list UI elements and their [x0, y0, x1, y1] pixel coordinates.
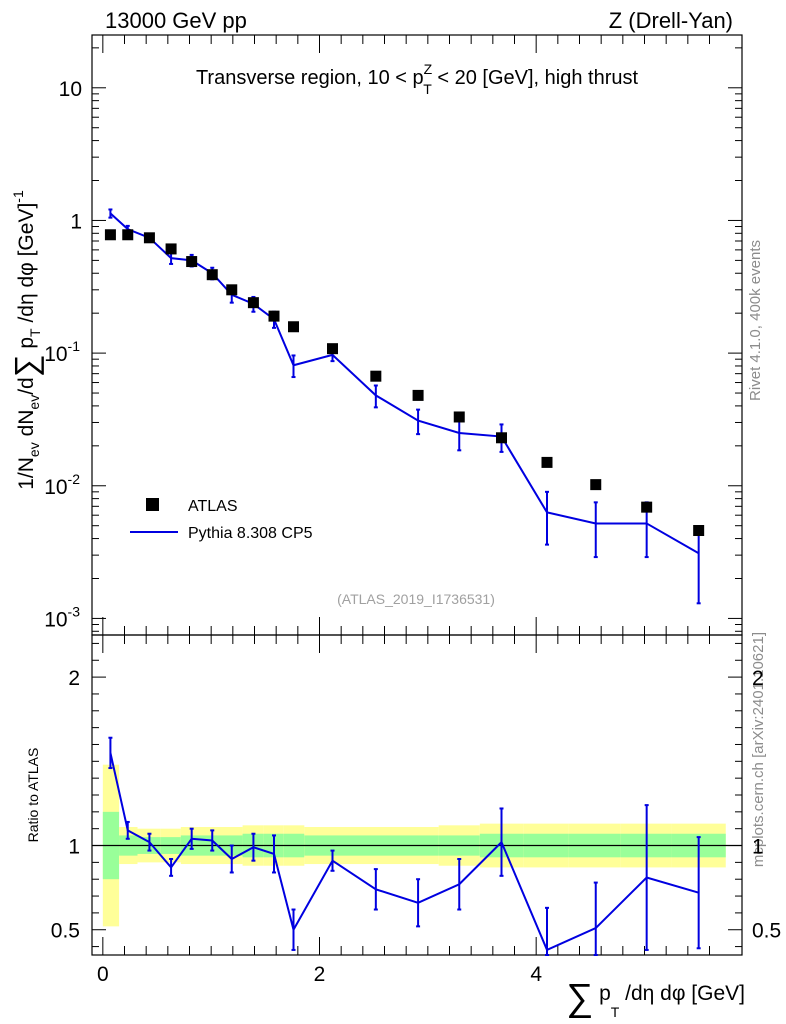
main-panel: 10-3 10-2 10-1 1 10 Transverse region, 10 < …	[8, 34, 743, 636]
ratio-xlabel: ∑ pT /dη dφ [GeV]	[566, 977, 745, 1020]
atlas-point	[453, 411, 465, 423]
main-ytick-label: 10	[59, 78, 82, 101]
main-ylabel: 1/Nev dNev/d∑ pT /dη dφ [GeV]-1	[8, 190, 44, 490]
atlas-point	[206, 269, 218, 281]
ratio-ytick-label: 0.5	[51, 920, 80, 943]
atlas-point	[247, 297, 259, 309]
atlas-point	[122, 229, 134, 241]
main-ytick-label: 10-2	[44, 471, 80, 499]
atlas-point	[641, 501, 653, 513]
analysis-watermark: (ATLAS_2019_I1736531)	[337, 591, 495, 607]
atlas-point	[288, 321, 299, 333]
atlas-point	[165, 243, 177, 255]
main-ytick-label: 10-1	[44, 338, 80, 366]
site-label: mcplots.cern.ch [arXiv:2401.10621]	[750, 632, 767, 867]
atlas-point	[186, 256, 198, 268]
legend-pythia-label: Pythia 8.308 CP5	[188, 525, 313, 542]
atlas-point	[590, 479, 602, 491]
atlas-point	[143, 232, 155, 244]
ratio-xtick-label: 0	[97, 963, 109, 986]
ratio-xtick-label: 2	[314, 963, 326, 986]
rivet-label: Rivet 4.1.0, 400k events	[747, 240, 764, 401]
atlas-point	[693, 525, 705, 537]
ratio-line	[109, 752, 699, 952]
ratio-ytick-label: 2	[68, 667, 80, 690]
atlas-point	[541, 456, 553, 468]
ratio-xtick-label: 4	[530, 963, 542, 986]
atlas-point	[268, 310, 280, 322]
main-ytick-label: 1	[70, 210, 82, 233]
ratio-ytick-label: 1	[68, 836, 80, 859]
energy-label: 13000 GeV pp	[105, 8, 247, 33]
svg-text:∑ pT /dη dφ [GeV]: ∑ pT /dη dφ [GeV]	[566, 977, 745, 1020]
main-data	[104, 208, 705, 605]
chart-title: Transverse region, 10 < pZ T < 20 [GeV], …	[196, 61, 639, 97]
ratio-data	[108, 736, 701, 956]
ratio-panel: 0 2 4 0.5 0.5 1 1 2 2 Ratio to ATLAS	[25, 634, 781, 986]
legend-atlas-marker	[146, 498, 159, 511]
atlas-point	[496, 432, 507, 444]
atlas-point	[327, 343, 338, 355]
main-frame	[91, 34, 743, 636]
atlas-point	[412, 389, 424, 401]
ratio-ytick-label-right: 0.5	[752, 920, 781, 943]
ratio-frame	[91, 634, 743, 956]
main-ytick-label: 10-3	[44, 603, 80, 631]
ratio-ylabel: Ratio to ATLAS	[25, 748, 41, 843]
atlas-point	[370, 370, 382, 382]
ratio-ticks: 0 2 4 0.5 0.5 1 1 2 2	[51, 635, 781, 986]
legend: ATLAS Pythia 8.308 CP5	[130, 498, 313, 542]
process-label: Z (Drell-Yan)	[609, 8, 733, 33]
main-ticks: 10-3 10-2 10-1 1 10	[44, 35, 742, 635]
ratio-ytick-label-right: 1	[752, 836, 764, 859]
atlas-point	[226, 284, 238, 296]
svg-text:1/Nev dNev/d∑ pT /dη dφ [GeV]: 1/Nev dNev/d∑ pT /dη dφ [GeV]-1	[8, 190, 44, 490]
atlas-point	[104, 229, 116, 241]
legend-atlas-label: ATLAS	[188, 498, 238, 515]
pythia-line	[109, 212, 700, 555]
ratio-ytick-label-right: 2	[752, 667, 764, 690]
